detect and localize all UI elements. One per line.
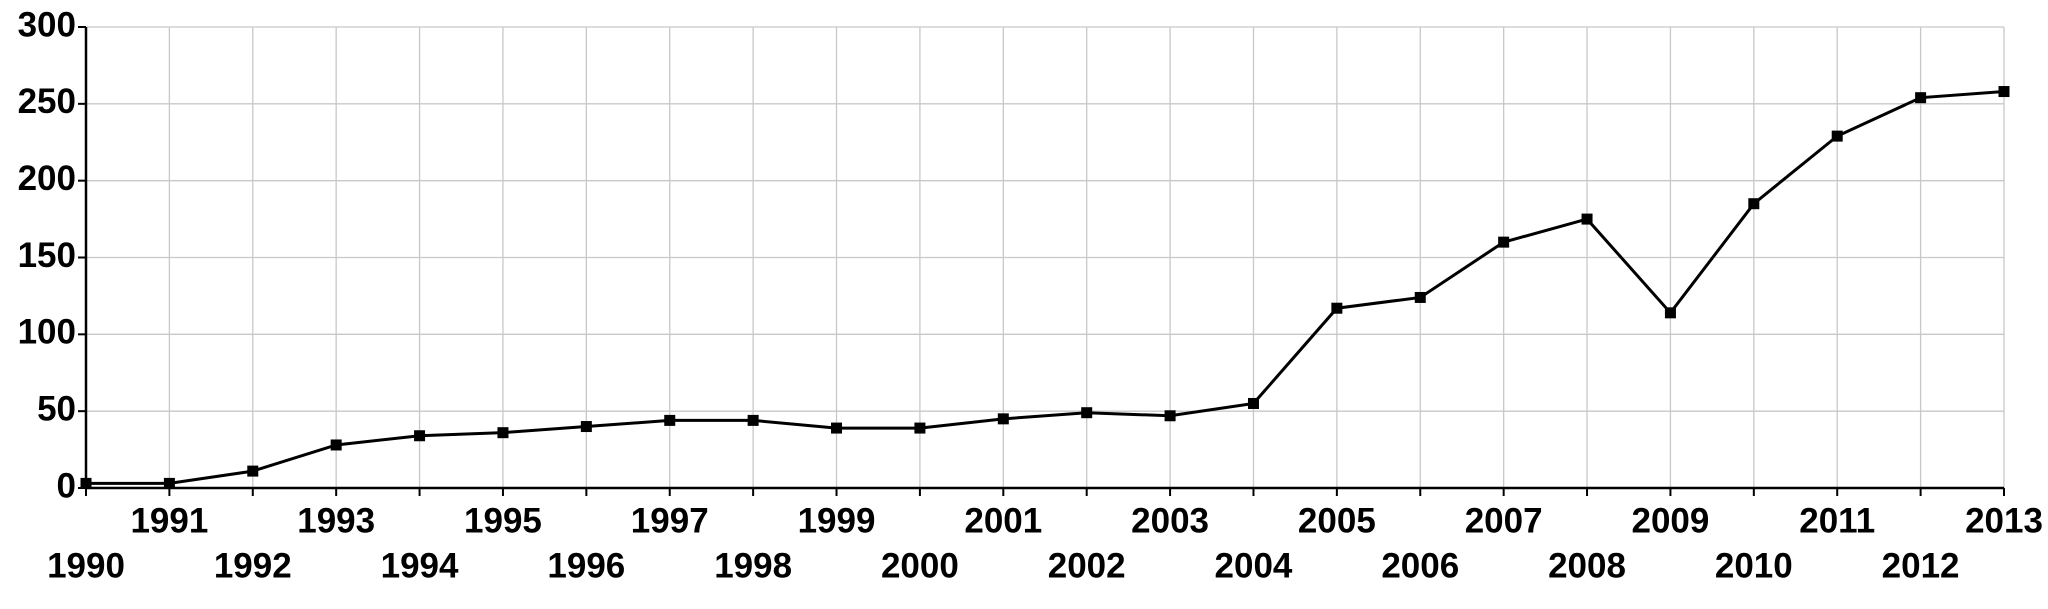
x-tick-label: 1996 [547,546,625,585]
x-tick-label: 2008 [1548,546,1626,585]
y-tick-label: 200 [18,159,76,198]
y-tick-label: 100 [18,313,76,352]
data-point [1748,198,1760,210]
x-tick-label: 2007 [1465,501,1543,540]
x-tick-label: 2000 [881,546,959,585]
x-tick-label: 1994 [381,546,459,585]
data-point [997,413,1009,425]
data-point [1414,291,1426,303]
x-tick-label: 1993 [297,501,375,540]
data-point [163,477,175,489]
x-tick-label: 2001 [964,501,1042,540]
y-tick-label: 0 [57,466,76,505]
data-point [1247,397,1259,409]
x-tick-label: 2011 [1799,501,1875,540]
data-point [914,422,926,434]
data-point [247,465,259,477]
data-point [831,422,843,434]
x-tick-label: 1990 [47,546,125,585]
x-tick-label: 2012 [1882,546,1960,585]
x-tick-label: 2005 [1298,501,1376,540]
data-point [1331,302,1343,314]
x-tick-label: 2010 [1715,546,1793,585]
data-point [580,421,592,433]
x-tick-label: 2013 [1965,501,2043,540]
data-point [1164,410,1176,422]
data-point [1998,86,2010,98]
y-tick-label: 300 [18,5,76,44]
data-point [1498,236,1510,248]
y-tick-label: 250 [18,82,76,121]
x-tick-label: 1997 [631,501,709,540]
x-tick-label: 1991 [130,501,208,540]
x-tick-label: 1998 [714,546,792,585]
data-point [414,430,426,442]
data-point [1581,213,1593,225]
x-tick-label: 2009 [1631,501,1709,540]
x-tick-label: 2003 [1131,501,1209,540]
x-tick-label: 1992 [214,546,292,585]
data-point [747,414,759,426]
data-point [80,477,92,489]
data-point [1915,92,1927,104]
data-point [1831,130,1843,142]
x-tick-label: 1995 [464,501,542,540]
x-tick-label: 1999 [798,501,876,540]
y-tick-label: 50 [37,389,76,428]
x-tick-label: 2002 [1048,546,1126,585]
data-point [497,427,509,439]
data-point [1664,307,1676,319]
x-tick-label: 2004 [1215,546,1293,585]
x-tick-label: 2006 [1381,546,1459,585]
data-point [1081,407,1093,419]
data-point [330,439,342,451]
data-line [86,90,2005,485]
y-tick-label: 150 [18,236,76,275]
data-point [664,414,676,426]
